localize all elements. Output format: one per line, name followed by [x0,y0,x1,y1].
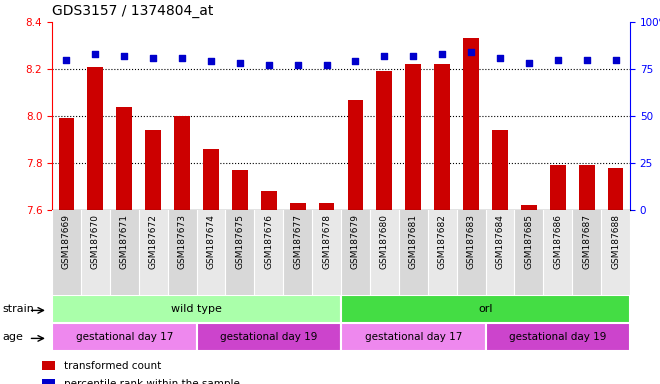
Text: GSM187688: GSM187688 [611,214,620,269]
Bar [52,295,341,323]
Bar [110,210,139,295]
Bar [543,210,572,295]
Text: GSM187673: GSM187673 [178,214,187,269]
Text: GSM187677: GSM187677 [293,214,302,269]
Bar [174,116,190,210]
Point [321,62,332,68]
Point [350,58,361,65]
Bar [139,210,168,295]
Point [292,62,303,68]
Point [234,60,245,66]
Bar [52,210,81,295]
Bar [290,203,306,210]
Text: GSM187669: GSM187669 [62,214,71,269]
Bar [81,210,110,295]
Point [437,51,447,57]
Point [61,56,72,63]
Bar [283,210,312,295]
Text: GSM187672: GSM187672 [148,214,158,269]
Text: age: age [2,332,23,342]
Text: gestational day 19: gestational day 19 [509,332,607,342]
Point [552,56,563,63]
Bar [232,170,248,210]
Point [119,53,129,59]
Bar [428,210,457,295]
Bar [52,323,197,351]
Point [206,58,216,65]
Bar [197,323,341,351]
Text: GSM187682: GSM187682 [438,214,447,269]
Text: strain: strain [2,304,34,314]
Bar [168,210,197,295]
Bar [486,210,514,295]
Bar [579,166,595,210]
Point [523,60,534,66]
Text: GSM187675: GSM187675 [236,214,244,269]
Text: orl: orl [478,304,493,314]
Bar [608,168,624,210]
Text: GSM187679: GSM187679 [351,214,360,269]
Bar [145,130,161,210]
Bar [457,210,486,295]
Text: GDS3157 / 1374804_at: GDS3157 / 1374804_at [52,4,213,18]
Text: gestational day 17: gestational day 17 [364,332,462,342]
Text: GSM187671: GSM187671 [119,214,129,269]
Point [148,55,158,61]
Bar [261,191,277,210]
Bar [486,323,630,351]
Bar [550,166,566,210]
Bar [514,210,543,295]
Point [263,62,274,68]
Bar [572,210,601,295]
Text: gestational day 19: gestational day 19 [220,332,317,342]
Text: GSM187678: GSM187678 [322,214,331,269]
Bar [87,67,104,210]
Point [379,53,389,59]
Point [581,56,592,63]
Bar [341,323,486,351]
Text: GSM187670: GSM187670 [91,214,100,269]
Text: transformed count: transformed count [64,361,162,371]
Text: GSM187686: GSM187686 [553,214,562,269]
Text: percentile rank within the sample: percentile rank within the sample [64,379,240,384]
Bar [341,210,370,295]
Bar [197,210,226,295]
Text: GSM187681: GSM187681 [409,214,418,269]
Text: GSM187680: GSM187680 [380,214,389,269]
Text: GSM187683: GSM187683 [467,214,476,269]
Bar [601,210,630,295]
Bar [348,99,364,210]
Bar [116,107,132,210]
Point [90,51,100,57]
Point [408,53,418,59]
Bar [521,205,537,210]
Bar [434,64,450,210]
Bar [319,203,335,210]
Text: GSM187685: GSM187685 [524,214,533,269]
Bar [463,38,479,210]
Text: GSM187674: GSM187674 [207,214,215,269]
Point [495,55,506,61]
Point [177,55,187,61]
Text: GSM187687: GSM187687 [582,214,591,269]
Point [610,56,621,63]
Bar [405,64,421,210]
Text: GSM187676: GSM187676 [264,214,273,269]
Bar [226,210,254,295]
Bar [254,210,283,295]
Text: GSM187684: GSM187684 [496,214,504,269]
Point [466,49,477,55]
Bar [42,379,55,384]
Bar [312,210,341,295]
Bar [341,295,630,323]
Bar [376,71,392,210]
Bar [42,361,55,370]
Text: wild type: wild type [171,304,222,314]
Bar [203,149,219,210]
Bar [399,210,428,295]
Bar [59,118,75,210]
Bar [370,210,399,295]
Text: gestational day 17: gestational day 17 [75,332,173,342]
Bar [492,130,508,210]
